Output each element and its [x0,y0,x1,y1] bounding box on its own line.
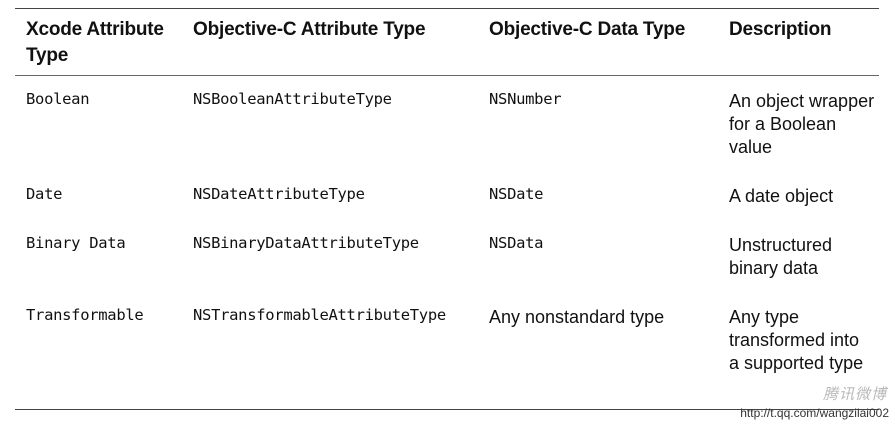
cell-xcode-type: Date [26,185,63,203]
top-rule [15,8,879,9]
cell-description: Unstructured binary data [729,235,833,278]
cell-objc-data-type: NSNumber [489,90,562,108]
cell-description: An object wrapper for a Boolean value [729,91,875,157]
cell-xcode-type: Boolean [26,90,90,108]
cell-objc-data-type: Any nonstandard type [489,307,665,327]
header-description: Description [729,19,832,40]
cell-description: A date object [729,186,834,206]
cell-xcode-type: Transformable [26,306,144,324]
cell-objc-attribute-type: NSDateAttributeType [193,185,365,203]
header-objc-attribute-type: Objective-C Attribute Type [193,19,426,40]
cell-xcode-type: Binary Data [26,234,126,252]
cell-objc-data-type: NSData [489,234,544,252]
cell-objc-attribute-type: NSBinaryDataAttributeType [193,234,419,252]
bottom-rule [15,409,879,410]
header-rule [15,75,879,76]
header-objc-data-type: Objective-C Data Type [489,19,686,40]
cell-objc-attribute-type: NSBooleanAttributeType [193,90,392,108]
watermark-brand: 腾讯微博 [822,386,887,403]
cell-objc-data-type: NSDate [489,185,544,203]
cell-description: Any type transformed into a supported ty… [729,307,864,373]
watermark-url: http://t.qq.com/wangzilai002 [740,406,889,420]
header-xcode-attribute-type: Xcode Attribute Type [26,19,164,66]
cell-objc-attribute-type: NSTransformableAttributeType [193,306,446,324]
